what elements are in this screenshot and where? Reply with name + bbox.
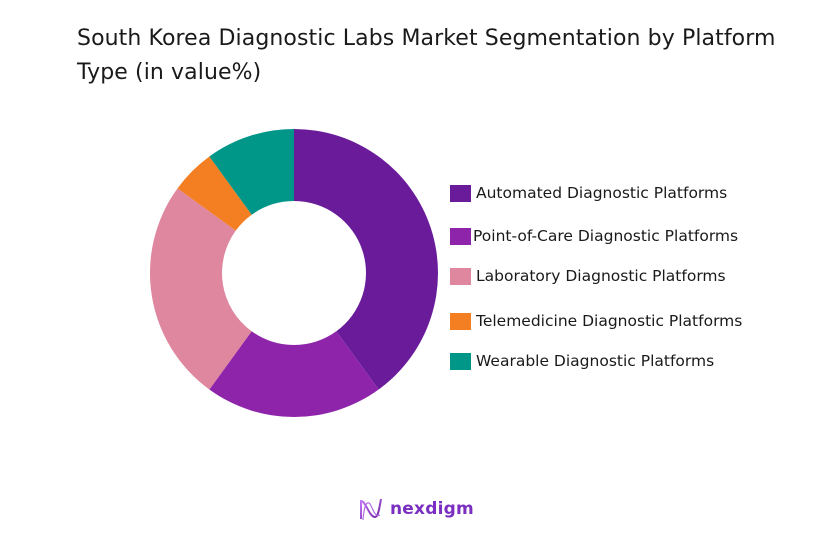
legend-item-wearable: Wearable Diagnostic Platforms [450,351,714,371]
donut-slice-laboratory-diagnostic-platforms [149,188,252,390]
legend-label: Telemedicine Diagnostic Platforms [476,312,743,330]
nexdigm-logo: nexdigm [358,496,474,522]
legend-label: Point-of-Care Diagnostic Platforms [473,227,739,245]
donut-slice-wearable-diagnostic-platforms [209,129,294,215]
donut-slices [149,129,439,418]
donut-slice-point-of-care-diagnostic-platforms [209,331,379,418]
logo-text: nexdigm [390,499,474,519]
legend-swatch [450,227,471,245]
legend-label: Laboratory Diagnostic Platforms [476,267,726,285]
nexdigm-wave-icon [360,498,382,521]
legend-swatch [450,352,471,370]
donut-slice-telemedicine-diagnostic-platforms [177,156,252,231]
legend-item-laboratory: Laboratory Diagnostic Platforms [450,266,726,286]
legend-item-automated: Automated Diagnostic Platforms [450,183,727,203]
legend-swatch [450,312,471,330]
legend-label: Automated Diagnostic Platforms [476,184,728,202]
legend-item-telemedicine: Telemedicine Diagnostic Platforms [450,311,742,331]
donut-slice-automated-diagnostic-platforms [294,129,439,390]
legend-swatch [450,184,471,202]
legend-label: Wearable Diagnostic Platforms [476,352,715,370]
legend-swatch [450,267,471,285]
legend-item-point-of-care: Point-of-Care Diagnostic Platforms [450,226,738,246]
chart-title: South Korea Diagnostic Labs Market Segme… [77,26,776,85]
